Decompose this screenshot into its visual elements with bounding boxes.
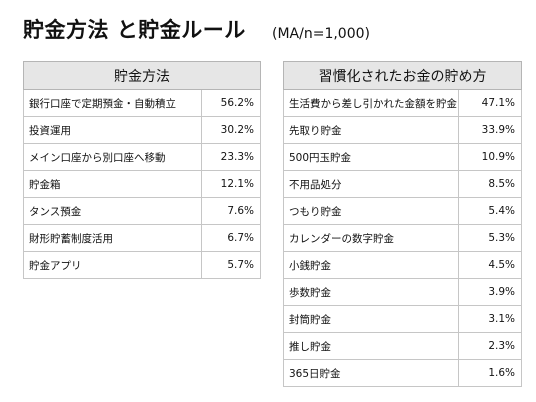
- row-value: 5.3%: [458, 224, 522, 252]
- row-value: 5.7%: [201, 251, 261, 279]
- savings-method-table: 貯金方法 銀行口座で定期預金・自動積立 56.2% 投資運用 30.2% メイン口座から…: [23, 61, 261, 279]
- table-row: 先取り貯金 33.9%: [283, 116, 522, 144]
- row-label: 小銭貯金: [283, 251, 459, 279]
- row-label: 不用品処分: [283, 170, 459, 198]
- row-label: つもり貯金: [283, 197, 459, 225]
- row-label: カレンダーの数字貯金: [283, 224, 459, 252]
- row-label: 投資運用: [23, 116, 202, 144]
- row-value: 6.7%: [201, 224, 261, 252]
- row-label: 封筒貯金: [283, 305, 459, 333]
- row-label: 推し貯金: [283, 332, 459, 360]
- row-value: 3.1%: [458, 305, 522, 333]
- row-value: 33.9%: [458, 116, 522, 144]
- row-label: 先取り貯金: [283, 116, 459, 144]
- row-value: 4.5%: [458, 251, 522, 279]
- table-header-row: 習慣化されたお金の貯め方: [283, 61, 522, 90]
- row-label: 365日貯金: [283, 359, 459, 387]
- table-row: 財形貯蓄制度活用 6.7%: [23, 224, 261, 252]
- row-value: 7.6%: [201, 197, 261, 225]
- row-label: 歩数貯金: [283, 278, 459, 306]
- table-row: 小銭貯金 4.5%: [283, 251, 522, 279]
- row-value: 8.5%: [458, 170, 522, 198]
- table-row: タンス預金 7.6%: [23, 197, 261, 225]
- sample-note: (MA/n=1,000): [272, 26, 370, 42]
- row-value: 47.1%: [458, 89, 522, 117]
- row-value: 56.2%: [201, 89, 261, 117]
- savings-habit-table: 習慣化されたお金の貯め方 生活費から差し引かれた金額を貯金 47.1% 先取り貯金 3…: [283, 61, 522, 387]
- table-row: 500円玉貯金 10.9%: [283, 143, 522, 171]
- row-value: 5.4%: [458, 197, 522, 225]
- row-label: 貯金アプリ: [23, 251, 202, 279]
- row-label: メイン口座から別口座へ移動: [23, 143, 202, 171]
- row-value: 12.1%: [201, 170, 261, 198]
- row-value: 10.9%: [458, 143, 522, 171]
- row-value: 30.2%: [201, 116, 261, 144]
- table-row: 投資運用 30.2%: [23, 116, 261, 144]
- row-label: 貯金箱: [23, 170, 202, 198]
- row-label: 500円玉貯金: [283, 143, 459, 171]
- table-row: カレンダーの数字貯金 5.3%: [283, 224, 522, 252]
- row-label: タンス預金: [23, 197, 202, 225]
- table-row: 歩数貯金 3.9%: [283, 278, 522, 306]
- table-row: 貯金箱 12.1%: [23, 170, 261, 198]
- table-header: 習慣化されたお金の貯め方: [283, 61, 522, 90]
- row-label: 銀行口座で定期預金・自動積立: [23, 89, 202, 117]
- table-row: 封筒貯金 3.1%: [283, 305, 522, 333]
- row-value: 2.3%: [458, 332, 522, 360]
- table-row: 推し貯金 2.3%: [283, 332, 522, 360]
- table-row: 365日貯金 1.6%: [283, 359, 522, 387]
- table-header-row: 貯金方法: [23, 61, 261, 90]
- table-row: 貯金アプリ 5.7%: [23, 251, 261, 279]
- table-row: つもり貯金 5.4%: [283, 197, 522, 225]
- row-label: 生活費から差し引かれた金額を貯金: [283, 89, 459, 117]
- row-value: 23.3%: [201, 143, 261, 171]
- table-row: メイン口座から別口座へ移動 23.3%: [23, 143, 261, 171]
- row-value: 1.6%: [458, 359, 522, 387]
- page-title: 貯金方法 と貯金ルール: [23, 18, 246, 42]
- row-label: 財形貯蓄制度活用: [23, 224, 202, 252]
- table-row: 生活費から差し引かれた金額を貯金 47.1%: [283, 89, 522, 117]
- table-row: 銀行口座で定期預金・自動積立 56.2%: [23, 89, 261, 117]
- table-header: 貯金方法: [23, 61, 261, 90]
- row-value: 3.9%: [458, 278, 522, 306]
- table-row: 不用品処分 8.5%: [283, 170, 522, 198]
